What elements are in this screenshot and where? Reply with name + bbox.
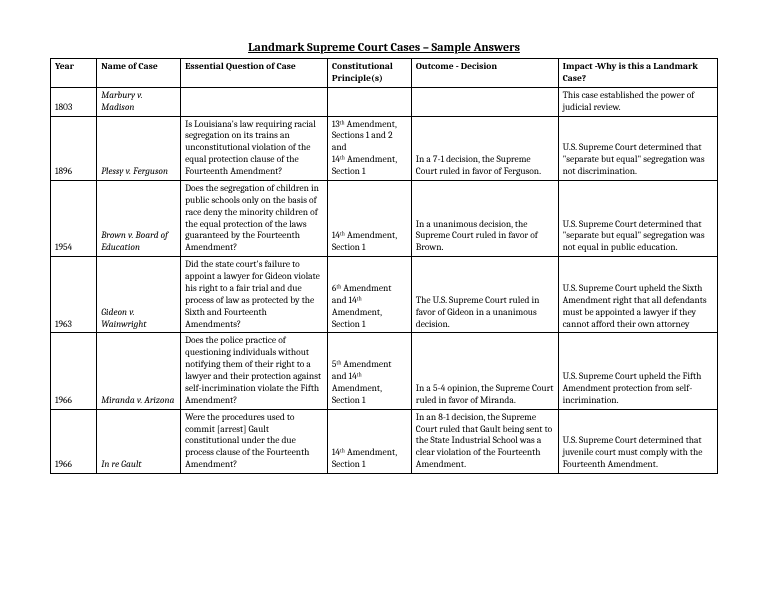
header-outcome: Outcome - Decision — [411, 59, 558, 88]
cell-impact: U.S. Supreme Court determined that "sepa… — [558, 180, 717, 256]
table-body: 1803 Marbury v. Madison This case establ… — [51, 87, 718, 473]
header-name: Name of Case — [97, 59, 181, 88]
header-impact: Impact -Why is this a Landmark Case? — [558, 59, 717, 88]
cell-question: Did the state court's failure to appoint… — [181, 257, 328, 333]
cell-year: 1896 — [51, 116, 97, 180]
cell-year: 1954 — [51, 180, 97, 256]
cell-principle — [327, 87, 411, 116]
document-title: Landmark Supreme Court Cases – Sample An… — [50, 40, 718, 54]
cell-name: Plessy v. Ferguson — [97, 116, 181, 180]
cell-outcome: The U.S. Supreme Court ruled in favor of… — [411, 257, 558, 333]
cell-name: In re Gault — [97, 409, 181, 473]
cell-name: Gideon v. Wainwright — [97, 257, 181, 333]
cell-outcome: In a unanimous decision, the Supreme Cou… — [411, 180, 558, 256]
table-row: 1966 Miranda v. Arizona Does the police … — [51, 333, 718, 409]
cell-outcome: In an 8-1 decision, the Supreme Court ru… — [411, 409, 558, 473]
table-row: 1803 Marbury v. Madison This case establ… — [51, 87, 718, 116]
cell-impact: U.S. Supreme Court upheld the Sixth Amen… — [558, 257, 717, 333]
table-row: 1963 Gideon v. Wainwright Did the state … — [51, 257, 718, 333]
table-header-row: Year Name of Case Essential Question of … — [51, 59, 718, 88]
cell-outcome — [411, 87, 558, 116]
header-year: Year — [51, 59, 97, 88]
cell-impact: This case established the power of judic… — [558, 87, 717, 116]
cell-principle: 14ᵗʰ Amendment, Section 1 — [327, 180, 411, 256]
cell-principle: 5ᵗʰ Amendment and 14ᵗʰ Amendment, Sectio… — [327, 333, 411, 409]
cell-name: Marbury v. Madison — [97, 87, 181, 116]
cell-name: Brown v. Board of Education — [97, 180, 181, 256]
cell-year: 1966 — [51, 409, 97, 473]
cell-name: Miranda v. Arizona — [97, 333, 181, 409]
table-row: 1896 Plessy v. Ferguson Is Louisiana's l… — [51, 116, 718, 180]
cell-year: 1963 — [51, 257, 97, 333]
cell-impact: U.S. Supreme Court determined that "sepa… — [558, 116, 717, 180]
cell-outcome: In a 5-4 opinion, the Supreme Court rule… — [411, 333, 558, 409]
header-principle: Constitutional Principle(s) — [327, 59, 411, 88]
table-row: 1966 In re Gault Were the procedures use… — [51, 409, 718, 473]
cell-principle: 6ᵗʰ Amendment and 14ᵗʰ Amendment, Sectio… — [327, 257, 411, 333]
cell-question: Does the police practice of questioning … — [181, 333, 328, 409]
table-row: 1954 Brown v. Board of Education Does th… — [51, 180, 718, 256]
cell-principle: 14ᵗʰ Amendment, Section 1 — [327, 409, 411, 473]
cell-question: Were the procedures used to commit [arre… — [181, 409, 328, 473]
cell-question — [181, 87, 328, 116]
cell-outcome: In a 7-1 decision, the Supreme Court rul… — [411, 116, 558, 180]
cell-question: Is Louisiana's law requiring racial segr… — [181, 116, 328, 180]
cell-impact: U.S. Supreme Court upheld the Fifth Amen… — [558, 333, 717, 409]
header-question: Essential Question of Case — [181, 59, 328, 88]
cell-year: 1803 — [51, 87, 97, 116]
cases-table: Year Name of Case Essential Question of … — [50, 58, 718, 474]
cell-year: 1966 — [51, 333, 97, 409]
cell-principle: 13ᵗʰ Amendment, Sections 1 and 2 and14ᵗʰ… — [327, 116, 411, 180]
cell-impact: U.S. Supreme Court determined that juven… — [558, 409, 717, 473]
cell-question: Does the segregation of children in publ… — [181, 180, 328, 256]
